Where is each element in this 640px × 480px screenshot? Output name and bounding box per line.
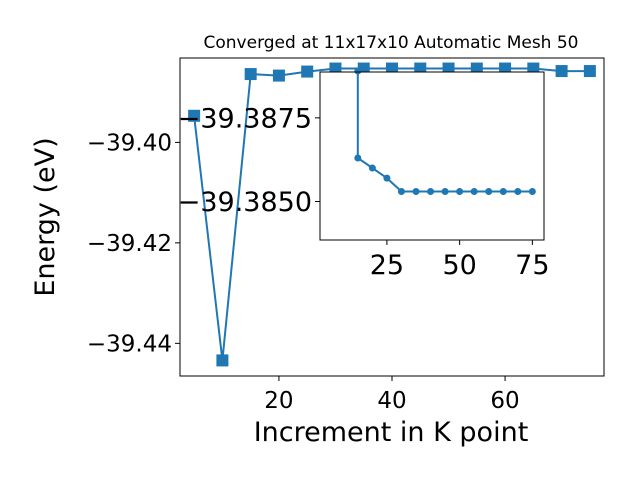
main-y-tick-label: −39.40 <box>87 131 172 157</box>
inset-axes: 25 50 75 −39.3875 −39.3850 <box>178 67 550 281</box>
main-data-point <box>470 62 483 75</box>
inset-data-point <box>456 187 464 195</box>
main-data-point <box>244 68 257 81</box>
inset-data-point <box>470 187 478 195</box>
main-data-point <box>583 65 596 78</box>
inset-y-ticks: −39.3875 −39.3850 <box>178 104 320 218</box>
inset-data-point <box>354 154 362 162</box>
inset-x-ticks: 25 50 75 <box>370 240 550 281</box>
main-data-point <box>442 62 455 75</box>
main-y-ticks: −39.44 −39.42 −39.40 <box>87 131 180 358</box>
main-data-point <box>329 62 342 75</box>
inset-plot-frame <box>319 71 545 241</box>
main-data-point <box>386 62 398 75</box>
main-series-markers <box>188 62 596 367</box>
inset-data-point <box>485 187 493 195</box>
inset-background <box>320 72 544 240</box>
chart-title: Converged at 11x17x10 Automatic Mesh 50 <box>204 33 579 53</box>
inset-data-point <box>499 187 507 195</box>
inset-data-point <box>441 187 449 195</box>
main-y-tick-label: −39.44 <box>87 332 172 358</box>
inset-data-point <box>397 187 405 195</box>
inset-data-point <box>354 67 362 75</box>
main-data-point <box>301 65 314 78</box>
inset-y-tick-label: −39.3875 <box>178 104 312 135</box>
inset-x-tick-label: 75 <box>515 250 549 281</box>
y-axis-label: Energy (eV) <box>30 137 61 296</box>
main-data-point <box>499 62 512 75</box>
inset-x-tick-label: 50 <box>442 250 476 281</box>
inset-y-tick-label: −39.3850 <box>178 187 312 218</box>
inset-data-point <box>427 187 435 195</box>
main-data-point <box>555 65 568 78</box>
inset-x-tick-label: 25 <box>370 250 404 281</box>
main-data-point <box>357 62 370 75</box>
main-x-tick-label: 40 <box>377 388 406 414</box>
main-data-point <box>216 354 229 367</box>
inset-data-point <box>412 187 420 195</box>
main-x-tick-label: 20 <box>264 388 293 414</box>
main-data-point <box>527 62 540 75</box>
inset-data-point <box>514 187 522 195</box>
inset-series-markers <box>354 67 536 195</box>
x-axis-label: Increment in K point <box>254 417 529 448</box>
inset-data-point <box>528 187 536 195</box>
main-data-point <box>414 62 427 75</box>
main-y-tick-label: −39.42 <box>87 231 172 257</box>
inset-data-point <box>368 164 376 172</box>
main-x-tick-label: 60 <box>490 388 519 414</box>
main-data-point <box>272 69 285 82</box>
main-data-point <box>188 109 201 122</box>
main-axes: 20 40 60 −39.44 −39.42 −39.40 Converged at 1… <box>30 33 605 448</box>
main-x-ticks: 20 40 60 <box>264 376 520 414</box>
inset-data-point <box>383 174 391 182</box>
